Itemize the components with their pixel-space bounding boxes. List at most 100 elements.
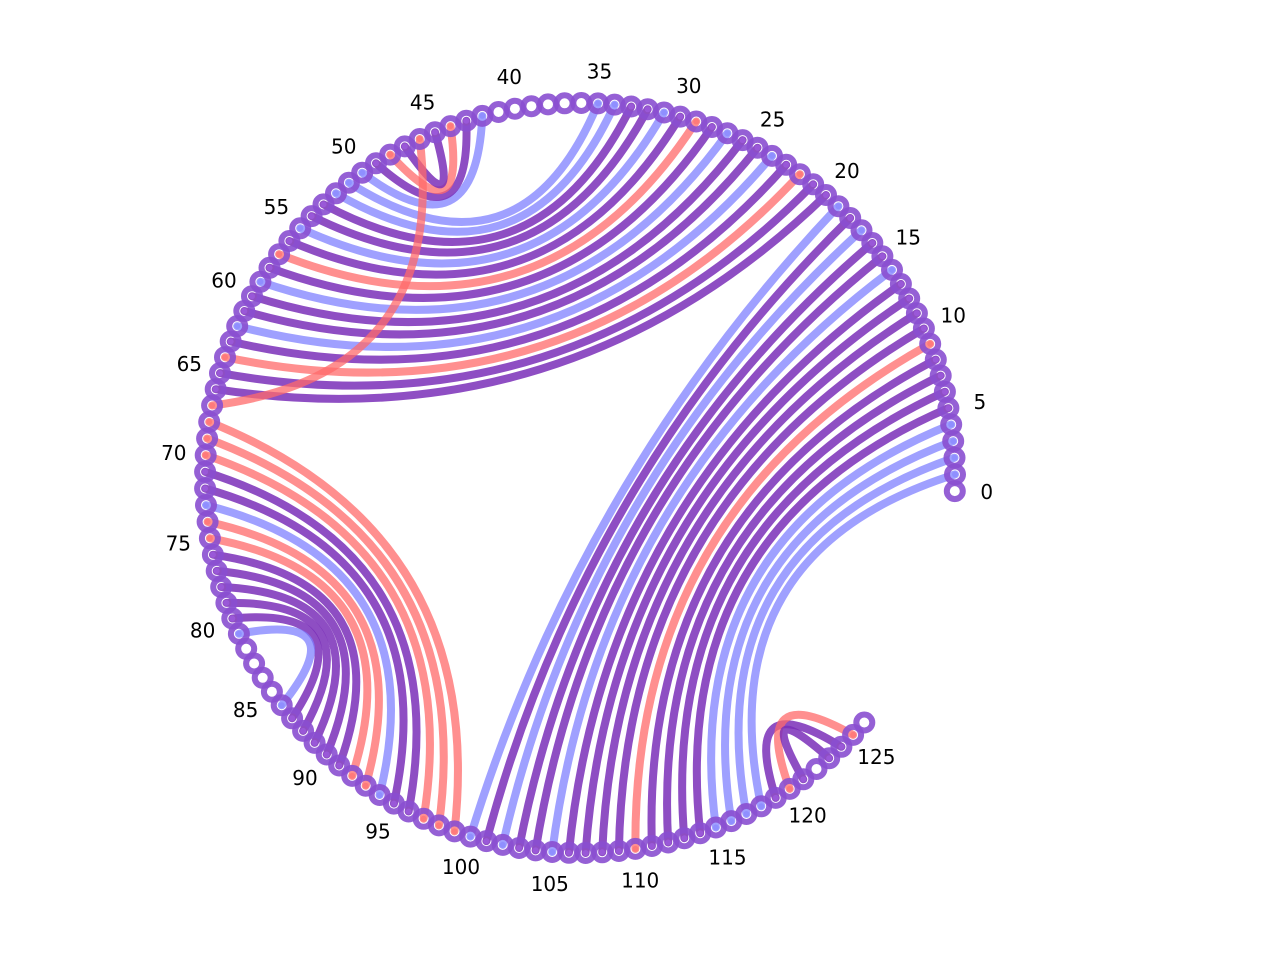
node-120 [778, 777, 801, 800]
node-37 [553, 92, 576, 115]
node-124 [830, 735, 853, 758]
chord-22-64 [221, 170, 804, 377]
node-91 [328, 754, 351, 777]
node-106 [557, 841, 580, 864]
chord-2-117 [734, 453, 959, 818]
node-1 [944, 463, 966, 486]
node-90 [315, 743, 338, 766]
node-20 [815, 184, 837, 206]
node-125 [842, 723, 865, 746]
node-110 [624, 837, 647, 860]
chord-links [201, 99, 959, 857]
chord-19-100 [466, 202, 843, 841]
chord-21-65 [216, 180, 818, 390]
node-label-115: 115 [708, 845, 746, 869]
node-35 [587, 92, 609, 115]
node-32 [636, 98, 659, 121]
node-102 [491, 833, 514, 856]
chord-25-61 [240, 143, 762, 339]
chord-42-50 [358, 111, 487, 209]
node-label-80: 80 [190, 619, 215, 643]
chord-78-89 [217, 583, 340, 747]
node-89 [303, 731, 326, 754]
node-21 [802, 173, 825, 196]
node-69 [196, 427, 219, 450]
node-3 [942, 430, 965, 453]
node-4 [940, 413, 963, 436]
node-52 [325, 182, 347, 205]
node-14 [881, 258, 903, 281]
chord-74-93 [203, 517, 383, 790]
node-38 [537, 93, 559, 116]
node-87 [281, 707, 304, 730]
node-label-5: 5 [974, 390, 987, 414]
node-label-120: 120 [789, 803, 827, 827]
node-126 [853, 711, 876, 734]
node-17 [850, 219, 873, 242]
chord-121-123 [779, 725, 834, 784]
node-122 [805, 758, 828, 780]
node-label-45: 45 [410, 91, 435, 115]
node-label-75: 75 [166, 531, 191, 555]
node-label-35: 35 [587, 60, 612, 84]
node-93 [354, 774, 377, 797]
chord-11-108 [598, 309, 921, 857]
chord-81-86 [234, 625, 315, 710]
chord-70-97 [201, 451, 434, 823]
chord-3-116 [721, 437, 958, 826]
chord-1-118 [747, 470, 959, 811]
node-53 [312, 193, 335, 216]
node-label-90: 90 [292, 766, 317, 790]
node-label-70: 70 [161, 441, 186, 465]
node-label-60: 60 [211, 269, 236, 293]
chord-29-57 [275, 117, 701, 291]
chord-27-59 [256, 129, 732, 314]
chord-68-99 [205, 417, 462, 836]
node-68 [198, 410, 221, 433]
node-88 [292, 719, 315, 742]
node-86 [270, 694, 293, 717]
node-54 [300, 205, 323, 228]
node-49 [365, 152, 387, 175]
chord-4-115 [707, 420, 956, 832]
chord-33-53 [319, 102, 636, 246]
node-label-10: 10 [940, 304, 965, 328]
chord-79-88 [222, 598, 331, 735]
node-0 [943, 480, 966, 503]
node-39 [520, 95, 543, 118]
node-label-40: 40 [497, 65, 522, 89]
node-92 [341, 764, 364, 787]
node-label-95: 95 [365, 819, 390, 843]
chord-12-107 [581, 294, 914, 857]
node-33 [620, 95, 643, 118]
chord-31-55 [296, 108, 668, 268]
node-label-20: 20 [834, 159, 859, 183]
chord-30-56 [285, 112, 685, 279]
chord-76-91 [208, 550, 361, 770]
node-label-105: 105 [531, 872, 569, 896]
chord-28-58 [265, 123, 716, 302]
node-40 [503, 97, 526, 120]
node-51 [337, 171, 360, 194]
node-57 [268, 243, 291, 266]
node-123 [818, 747, 841, 770]
node-16 [861, 232, 884, 254]
node-74 [196, 510, 219, 533]
node-36 [570, 92, 593, 114]
chord-120-125 [774, 710, 858, 793]
chord-18-101 [482, 214, 855, 846]
chord-14-105 [548, 265, 896, 856]
chord-32-54 [307, 105, 652, 257]
node-label-125: 125 [857, 745, 895, 769]
node-109 [607, 840, 630, 862]
chord-43-49 [372, 116, 471, 202]
chord-16-103 [515, 239, 877, 852]
node-70 [194, 444, 217, 467]
node-label-25: 25 [760, 108, 785, 132]
node-105 [541, 841, 564, 863]
node-103 [508, 837, 531, 859]
chord-17-102 [498, 226, 866, 849]
node-104 [524, 839, 547, 862]
chord-77-90 [212, 566, 350, 759]
node-34 [603, 93, 626, 116]
